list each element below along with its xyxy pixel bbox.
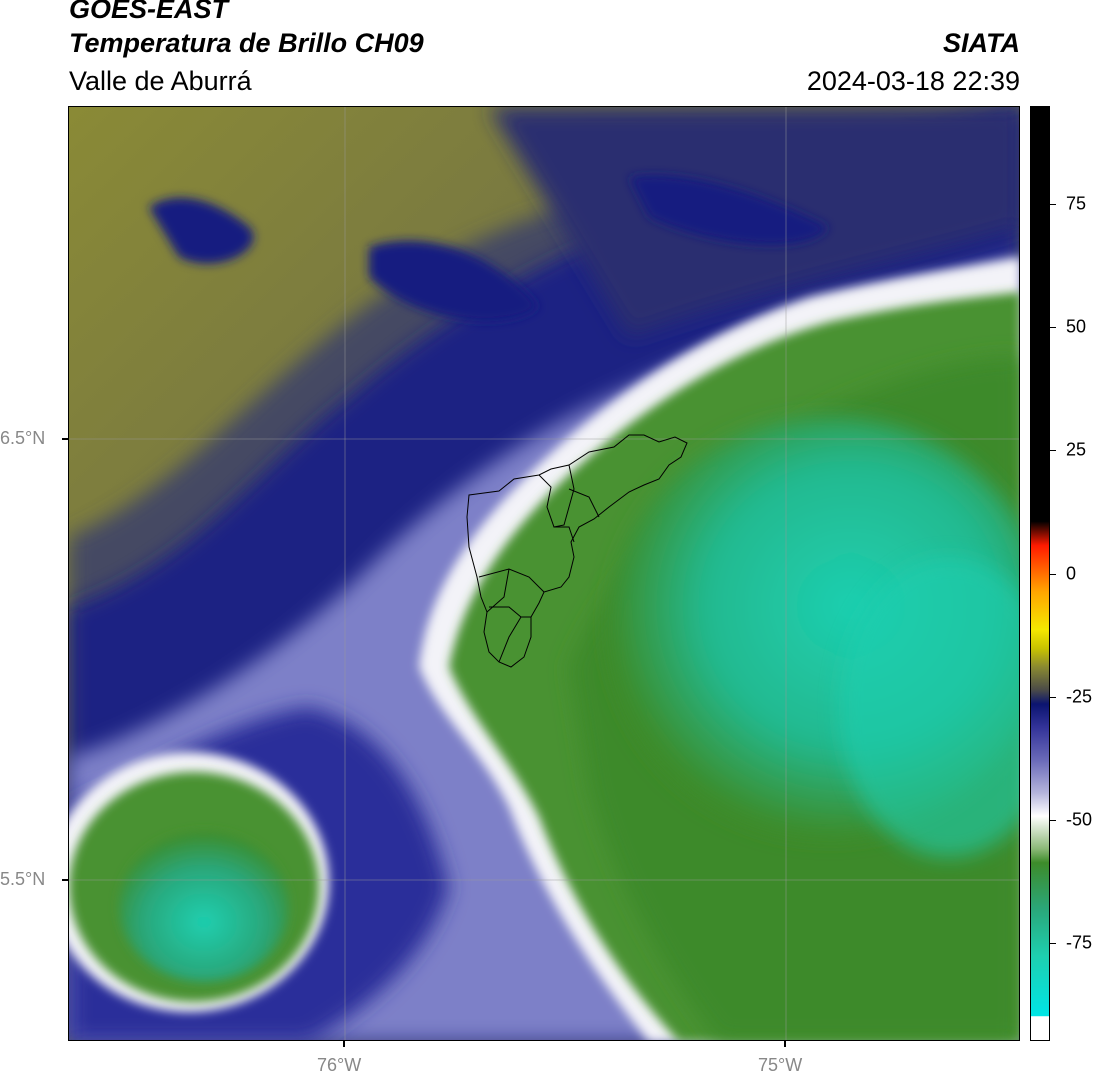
colorbar-tick (1050, 204, 1056, 206)
lat-label-6.5n: 6.5°N (0, 428, 46, 448)
brightness-temperature-field (69, 107, 1019, 1040)
satellite-map[interactable] (68, 106, 1020, 1041)
satellite-title: GOES-EAST (69, 0, 229, 24)
lat-label-5.5n: 5.5°N (0, 869, 46, 889)
colorbar-tick (1050, 450, 1056, 452)
organization-label: SIATA (943, 28, 1020, 58)
municipal-boundaries (466, 434, 688, 668)
colorbar-tick-label: 50 (1066, 316, 1087, 337)
timestamp-label: 2024-03-18 22:39 (806, 66, 1020, 96)
colorbar-tick-label: -25 (1066, 686, 1093, 707)
region-subtitle: Valle de Aburrá (69, 66, 252, 96)
colorbar-tick-label: 25 (1066, 439, 1087, 460)
colorbar-tick-label: 0 (1066, 563, 1077, 583)
colorbar-tick (1050, 696, 1056, 698)
colorbar-tick (1050, 819, 1056, 821)
colorbar-tick (1050, 327, 1056, 329)
lon-label-76w: 76°W (317, 1055, 362, 1075)
colorbar-tick-label: -75 (1066, 932, 1093, 953)
colorbar-tick-label: 75 (1066, 193, 1087, 214)
colorbar-tick (1050, 573, 1056, 575)
temperature-colorbar (1030, 106, 1050, 1041)
colorbar-tick (1050, 942, 1056, 944)
product-title: Temperatura de Brillo CH09 (69, 28, 424, 58)
lon-label-75w: 75°W (758, 1055, 803, 1075)
colorbar-tick-label: -50 (1066, 809, 1093, 830)
